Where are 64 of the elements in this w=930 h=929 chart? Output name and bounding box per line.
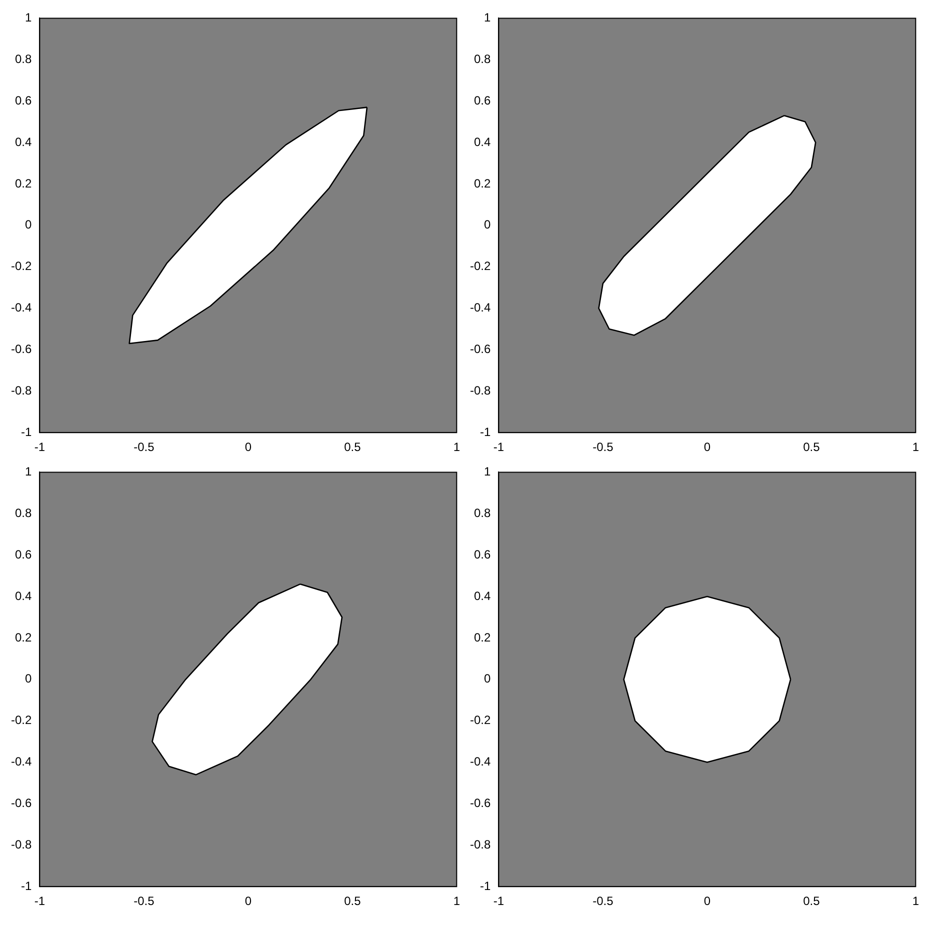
y-tick-label: -0.6 — [470, 796, 491, 810]
x-tick-label: 1 — [912, 894, 920, 908]
x-tick-label: 1 — [453, 894, 460, 908]
x-tick-label: -0.5 — [134, 894, 155, 908]
y-tick-label: 0.4 — [474, 134, 491, 149]
y-tick-label: -0.6 — [10, 342, 32, 356]
y-tick-label: -0.8 — [470, 383, 491, 398]
y-tick-label: -0.2 — [470, 259, 491, 274]
y-tick-label: -0.2 — [10, 713, 32, 728]
x-tick-label: -1 — [493, 894, 504, 908]
y-tick-label: 1 — [484, 464, 491, 479]
y-tick-label: 0.8 — [14, 506, 32, 520]
y-tick-label: -0.8 — [470, 837, 491, 852]
y-tick-label: 0 — [24, 218, 32, 232]
y-tick-label: 0.8 — [14, 52, 32, 66]
y-tick-label: 1 — [24, 464, 32, 479]
y-tick-label: 0.6 — [14, 547, 32, 562]
x-tick-label: -0.5 — [134, 440, 155, 454]
y-tick-label: 0.6 — [14, 93, 32, 108]
x-tick-label: 1 — [453, 440, 460, 454]
y-tick-label: 1 — [484, 10, 491, 25]
y-tick-label: -0.6 — [10, 796, 32, 810]
y-tick-label: 0.8 — [474, 506, 491, 520]
y-tick-label: -1 — [21, 878, 32, 893]
y-tick-label: -0.4 — [470, 300, 491, 315]
y-tick-label: -1 — [480, 878, 491, 893]
y-tick-label: -0.4 — [470, 754, 491, 769]
x-tick-label: -1 — [493, 440, 504, 454]
y-tick-label: 0.4 — [474, 588, 491, 603]
y-tick-label: -1 — [21, 424, 32, 439]
x-tick-label: -0.5 — [592, 894, 614, 908]
x-tick-label: 0.5 — [344, 894, 362, 908]
x-tick-label: 0.5 — [803, 894, 820, 908]
y-tick-label: 0.8 — [474, 52, 491, 66]
x-tick-label: 0 — [244, 440, 252, 454]
y-tick-label: 1 — [24, 10, 32, 25]
y-tick-label: 0.2 — [14, 630, 32, 644]
y-tick-label: -0.6 — [470, 342, 491, 356]
y-tick-label: -0.8 — [10, 383, 32, 398]
x-tick-label: -1 — [34, 894, 46, 908]
x-tick-label: 0 — [244, 894, 252, 908]
x-tick-label: -1 — [34, 440, 46, 454]
y-tick-label: -0.2 — [470, 713, 491, 728]
y-tick-label: 0.4 — [14, 134, 32, 149]
y-tick-label: 0 — [484, 672, 491, 686]
y-tick-label: 0.6 — [474, 547, 491, 562]
y-tick-label: 0.2 — [14, 176, 32, 190]
x-tick-label: 1 — [912, 440, 920, 454]
y-tick-label: -1 — [480, 424, 491, 439]
y-tick-label: -0.8 — [10, 837, 32, 852]
y-tick-label: -0.4 — [10, 754, 32, 769]
y-tick-label: -0.4 — [10, 300, 32, 315]
x-tick-label: -0.5 — [592, 440, 614, 454]
x-tick-label: 0 — [704, 440, 711, 454]
x-tick-label: 0.5 — [344, 440, 362, 454]
x-tick-label: 0.5 — [803, 440, 820, 454]
y-tick-label: 0.2 — [474, 630, 491, 644]
y-tick-label: -0.2 — [10, 259, 32, 274]
y-tick-label: 0 — [24, 672, 32, 686]
x-tick-label: 0 — [704, 894, 711, 908]
y-tick-label: 0 — [484, 218, 491, 232]
y-tick-label: 0.2 — [474, 176, 491, 190]
y-tick-label: 0.6 — [474, 93, 491, 108]
y-tick-label: 0.4 — [14, 588, 32, 603]
